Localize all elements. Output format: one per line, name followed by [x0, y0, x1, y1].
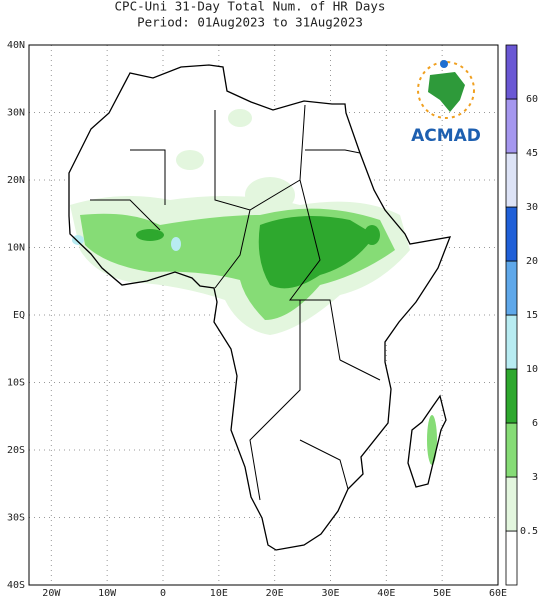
y-tick-label: EQ	[13, 310, 25, 321]
logo: ACMAD	[411, 60, 481, 146]
x-tick-label: 50E	[433, 588, 451, 599]
x-tick-label: 0	[160, 588, 166, 599]
colorbar-swatch	[505, 314, 518, 370]
colorbar-swatch	[505, 530, 518, 586]
colorbar-label: 10	[526, 364, 538, 375]
shade-light	[176, 150, 204, 170]
logo-text: ACMAD	[411, 126, 481, 146]
colorbar-label: 60	[526, 94, 538, 105]
colorbar-swatch	[505, 44, 518, 100]
precip-shading	[69, 65, 450, 550]
shade-dark	[364, 225, 380, 245]
colorbar-label: 6	[532, 418, 538, 429]
colorbar-label: 45	[526, 148, 538, 159]
coastlines	[68, 64, 452, 551]
colorbar: 0.5 3 6 10 15 20 30 45 60	[505, 44, 538, 586]
y-tick-label: 30N	[7, 108, 25, 119]
borders	[90, 104, 381, 501]
colorbar-swatch	[505, 206, 518, 262]
y-tick-label: 10N	[7, 243, 25, 254]
title-line: CPC-Uni 31-Day Total Num. of HR Days	[115, 0, 386, 14]
x-tick-label: 10W	[98, 588, 117, 599]
map-frame	[28, 44, 499, 586]
colorbar-swatch	[505, 476, 518, 532]
shade-cyan	[72, 235, 84, 245]
y-tick-label: 40S	[7, 580, 25, 591]
shade-dark	[258, 216, 375, 289]
colorbar-swatch	[505, 422, 518, 478]
x-tick-label: 20E	[266, 588, 284, 599]
logo-africa	[428, 72, 465, 112]
x-tick-label: 20W	[42, 588, 61, 599]
y-tick-label: 20S	[7, 445, 25, 456]
shade-dark	[136, 229, 164, 241]
shade-light	[228, 109, 252, 127]
colorbar-label: 0.5	[520, 526, 538, 537]
y-tick-label: 40N	[7, 40, 25, 51]
colorbar-swatch	[505, 368, 518, 424]
shade-cyan	[171, 237, 181, 251]
colorbar-swatch	[505, 152, 518, 208]
colorbar-label: 3	[532, 472, 538, 483]
madagascar	[407, 394, 447, 488]
colorbar-label: 30	[526, 202, 538, 213]
logo-sun	[417, 61, 475, 119]
shade-mid	[427, 415, 437, 465]
y-tick-label: 30S	[7, 513, 25, 524]
colorbar-label: 15	[526, 310, 538, 321]
x-tick-label: 60E	[489, 588, 507, 599]
x-tick-label: 30E	[321, 588, 339, 599]
colorbar-label: 20	[526, 256, 538, 267]
x-tick-label: 10E	[210, 588, 228, 599]
logo-drop	[440, 60, 448, 68]
x-tick-label: 40E	[377, 588, 395, 599]
y-tick-label: 20N	[7, 175, 25, 186]
subtitle-line: Period: 01Aug2023 to 31Aug2023	[137, 15, 363, 30]
colorbar-swatch	[505, 260, 518, 316]
y-tick-label: 10S	[7, 378, 25, 389]
colorbar-swatch	[505, 98, 518, 154]
